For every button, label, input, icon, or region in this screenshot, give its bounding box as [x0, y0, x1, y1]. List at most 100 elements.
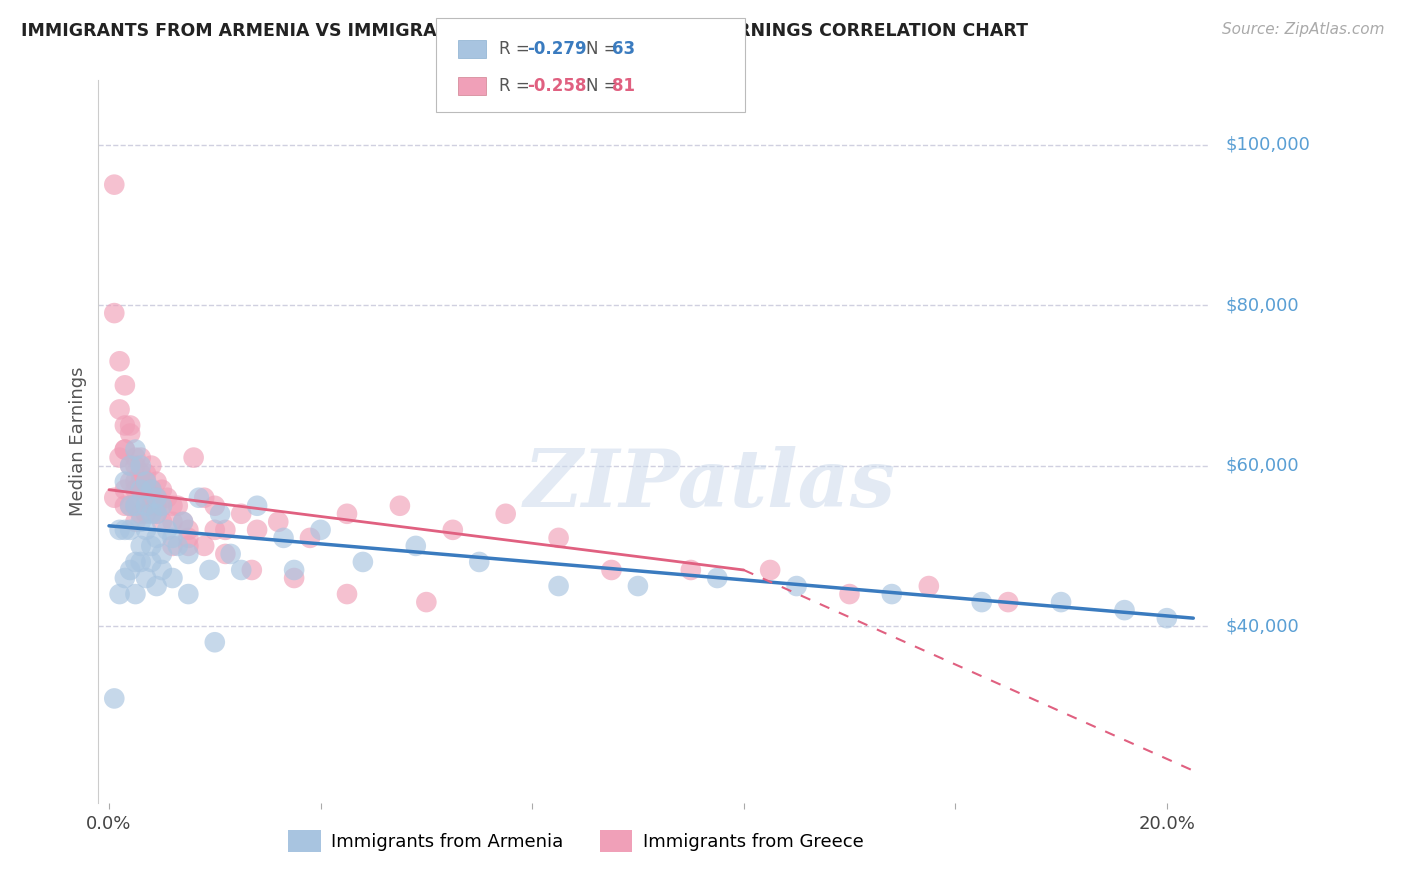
Point [120, 458, 142, 473]
Point [162, 571, 184, 585]
Point [267, 515, 290, 529]
Point [198, 563, 221, 577]
Point [124, 450, 146, 465]
Point [193, 491, 215, 505]
Point [1114, 603, 1136, 617]
Point [108, 354, 131, 368]
Point [129, 555, 152, 569]
Point [172, 515, 194, 529]
Point [103, 691, 125, 706]
Text: R =: R = [499, 40, 536, 58]
Point [156, 523, 179, 537]
Point [204, 635, 226, 649]
Point [145, 531, 167, 545]
Point [156, 491, 179, 505]
Point [468, 555, 491, 569]
Point [204, 499, 226, 513]
Point [124, 499, 146, 513]
Legend: Immigrants from Armenia, Immigrants from Greece: Immigrants from Armenia, Immigrants from… [281, 822, 872, 859]
Point [150, 483, 173, 497]
Point [283, 571, 305, 585]
Point [120, 458, 142, 473]
Text: IMMIGRANTS FROM ARMENIA VS IMMIGRANTS FROM GREECE MEDIAN EARNINGS CORRELATION CH: IMMIGRANTS FROM ARMENIA VS IMMIGRANTS FR… [21, 22, 1028, 40]
Point [135, 483, 157, 497]
Point [759, 563, 782, 577]
Text: 63: 63 [612, 40, 634, 58]
Point [124, 499, 146, 513]
Point [135, 523, 157, 537]
Point [177, 539, 200, 553]
Point [231, 563, 253, 577]
Point [172, 515, 194, 529]
Point [141, 483, 163, 497]
Point [135, 475, 157, 489]
Point [162, 515, 184, 529]
Point [162, 531, 184, 545]
Point [918, 579, 941, 593]
Point [183, 450, 205, 465]
Text: R =: R = [499, 77, 536, 95]
Point [108, 402, 131, 417]
Point [177, 531, 200, 545]
Point [388, 499, 411, 513]
Point [124, 587, 146, 601]
Point [129, 483, 152, 497]
Text: ZIPatlas: ZIPatlas [523, 446, 896, 524]
Point [129, 515, 152, 529]
Point [120, 499, 142, 513]
Point [108, 450, 131, 465]
Point [135, 475, 157, 489]
Point [600, 563, 623, 577]
Point [103, 491, 125, 505]
Point [129, 467, 152, 481]
Point [246, 523, 269, 537]
Text: -0.279: -0.279 [527, 40, 586, 58]
Point [114, 442, 136, 457]
Point [145, 579, 167, 593]
Point [150, 499, 173, 513]
Point [495, 507, 517, 521]
Point [627, 579, 650, 593]
Point [124, 475, 146, 489]
Point [441, 523, 464, 537]
Point [970, 595, 993, 609]
Point [214, 547, 236, 561]
Point [114, 571, 136, 585]
Text: N =: N = [586, 77, 623, 95]
Text: $100,000: $100,000 [1225, 136, 1310, 153]
Point [166, 499, 188, 513]
Point [120, 475, 142, 489]
Point [141, 507, 163, 521]
Point [246, 499, 269, 513]
Point [108, 523, 131, 537]
Point [273, 531, 295, 545]
Point [145, 491, 167, 505]
Point [129, 539, 152, 553]
Point [786, 579, 808, 593]
Point [120, 418, 142, 433]
Text: 81: 81 [612, 77, 634, 95]
Point [145, 507, 167, 521]
Point [231, 507, 253, 521]
Point [129, 507, 152, 521]
Point [129, 483, 152, 497]
Y-axis label: Median Earnings: Median Earnings [69, 367, 87, 516]
Point [150, 563, 173, 577]
Point [141, 458, 163, 473]
Point [145, 499, 167, 513]
Point [141, 483, 163, 497]
Point [124, 483, 146, 497]
Point [177, 547, 200, 561]
Point [145, 475, 167, 489]
Point [150, 499, 173, 513]
Point [129, 450, 152, 465]
Point [114, 442, 136, 457]
Point [336, 507, 359, 521]
Point [298, 531, 321, 545]
Text: -0.258: -0.258 [527, 77, 586, 95]
Point [114, 523, 136, 537]
Point [150, 515, 173, 529]
Point [283, 563, 305, 577]
Point [204, 523, 226, 537]
Point [193, 539, 215, 553]
